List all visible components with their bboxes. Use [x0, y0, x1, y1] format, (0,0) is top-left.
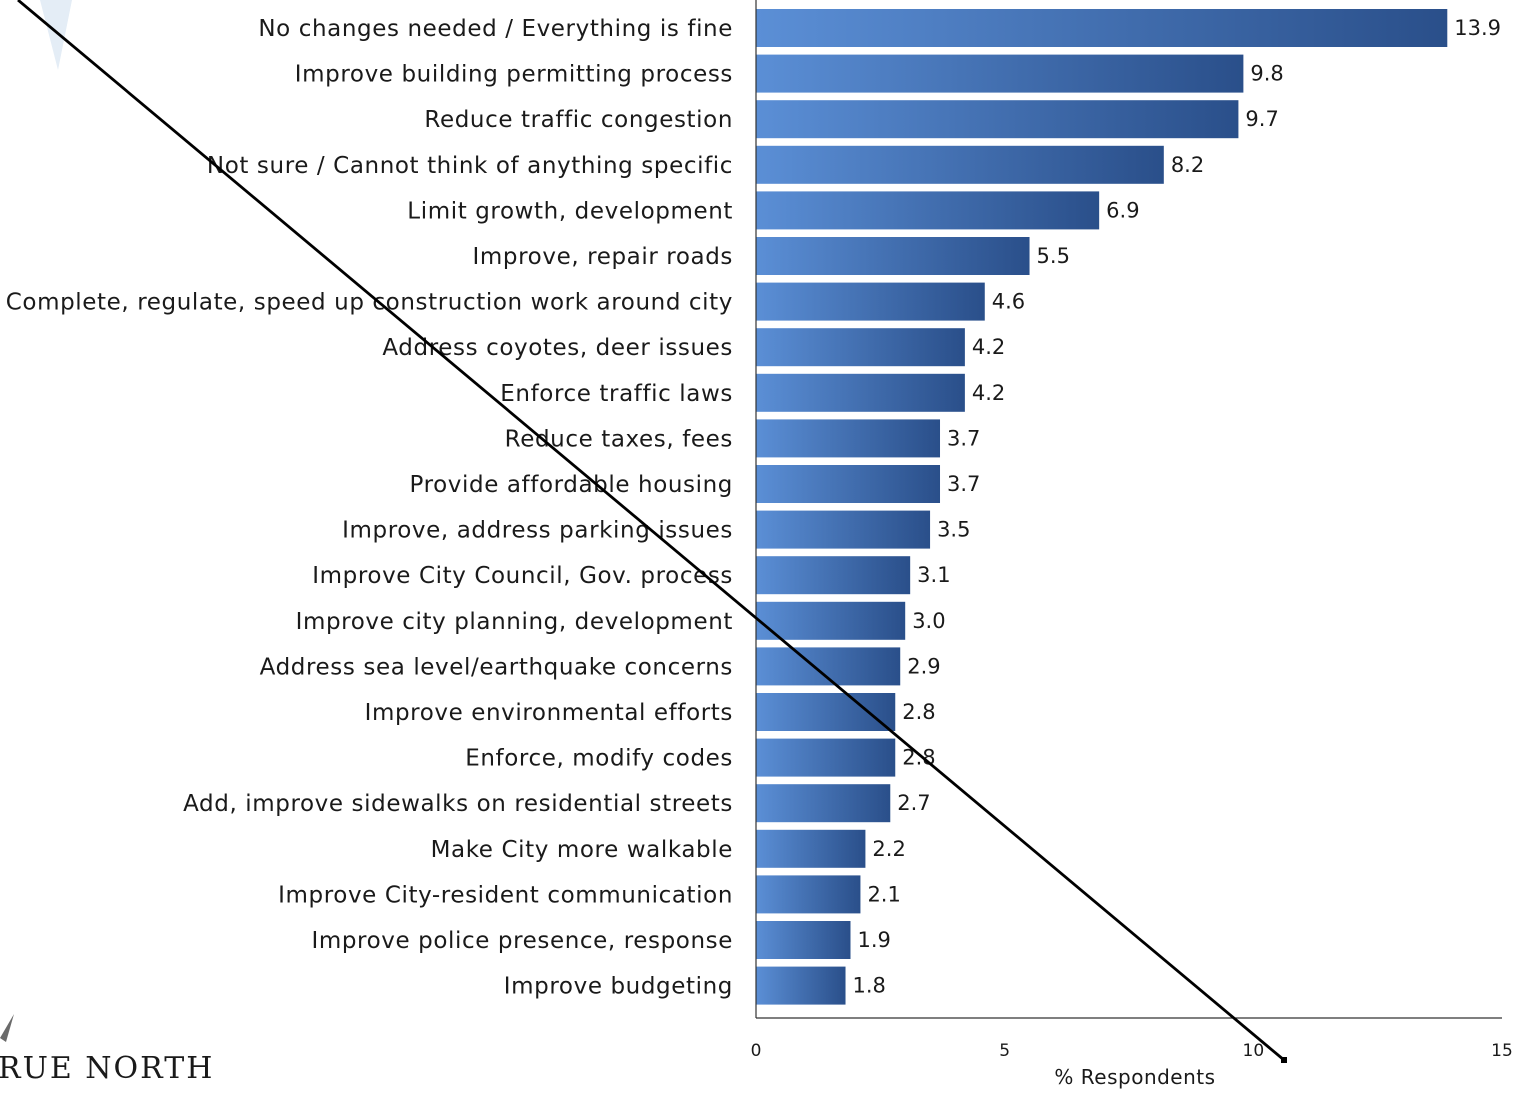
category-label: Provide affordable housing — [410, 472, 733, 498]
category-label: Address sea level/earthquake concerns — [260, 654, 733, 680]
category-label: Reduce traffic congestion — [424, 107, 733, 133]
bar — [756, 875, 861, 914]
category-label: Improve City-resident communication — [278, 882, 733, 908]
value-label: 5.5 — [1037, 244, 1070, 268]
bar — [756, 921, 851, 959]
value-label: 6.9 — [1106, 198, 1139, 222]
x-tick-label: 5 — [999, 1041, 1010, 1061]
watermark-shape — [40, 0, 72, 70]
value-label: 4.6 — [992, 290, 1025, 314]
diagonal-overlay-line — [17, 0, 1285, 1062]
truenorth-logo: RUE NORTH — [0, 1014, 214, 1086]
category-label: Enforce, modify codes — [465, 746, 733, 772]
value-label: 3.0 — [912, 609, 945, 633]
bar — [756, 191, 1100, 230]
logo-mark — [0, 1014, 14, 1042]
bar — [756, 237, 1030, 275]
category-label: Address coyotes, deer issues — [382, 335, 733, 361]
category-label: Limit growth, development — [407, 198, 733, 224]
value-label: 3.5 — [937, 518, 970, 542]
value-labels: 13.9 9.8 9.7 8.2 6.9 5.5 4.6 4.2 4.2 3.7 3.7 3.5 3.1… — [853, 16, 1502, 998]
bar — [756, 693, 896, 731]
bar — [756, 328, 965, 367]
overlay-line-endpoint — [1281, 1057, 1287, 1063]
value-label: 4.2 — [972, 381, 1005, 405]
bar — [756, 282, 985, 321]
x-tick-label: 10 — [1243, 1041, 1265, 1061]
bar — [756, 145, 1164, 184]
value-label: 2.9 — [907, 654, 940, 678]
value-label: 9.7 — [1245, 107, 1278, 131]
value-label: 2.2 — [872, 837, 905, 861]
x-tick-label: 0 — [751, 1041, 762, 1061]
value-label: 2.7 — [897, 791, 930, 815]
bar — [756, 966, 846, 1005]
value-label: 3.7 — [947, 426, 980, 450]
bar — [756, 465, 941, 503]
value-label: 1.9 — [857, 928, 890, 952]
category-label: Improve, address parking issues — [342, 518, 733, 544]
bar — [756, 556, 911, 595]
logo-text: RUE NORTH — [0, 1051, 214, 1086]
category-label: Improve city planning, development — [296, 609, 733, 635]
bar — [756, 419, 941, 458]
category-label: Improve environmental efforts — [365, 700, 733, 726]
value-label: 2.8 — [902, 700, 935, 724]
bar — [756, 601, 906, 640]
x-axis-title: % Respondents — [1054, 1065, 1215, 1089]
category-label: Improve City Council, Gov. process — [312, 563, 733, 589]
bar — [756, 510, 931, 549]
bar — [756, 829, 866, 868]
x-axis-ticks: 0 5 10 15 — [751, 1041, 1513, 1061]
bar — [756, 373, 965, 412]
category-label: Add, improve sidewalks on residential st… — [183, 791, 733, 817]
bar — [756, 9, 1448, 47]
category-label: Improve budgeting — [504, 974, 733, 1000]
value-label: 4.2 — [972, 335, 1005, 359]
category-label: Reduce taxes, fees — [505, 426, 733, 452]
category-label: Improve building permitting process — [295, 62, 733, 88]
bar — [756, 784, 891, 823]
bar — [756, 738, 896, 777]
category-label: No changes needed / Everything is fine — [258, 16, 733, 42]
value-label: 2.8 — [902, 746, 935, 770]
bars-layer — [756, 9, 1448, 1005]
value-label: 2.1 — [867, 882, 900, 906]
value-label: 1.8 — [853, 974, 886, 998]
bar — [756, 54, 1244, 93]
category-label: Improve police presence, response — [311, 928, 733, 954]
value-label: 9.8 — [1250, 62, 1283, 86]
category-labels: No changes needed / Everything is fine Im… — [6, 16, 733, 1000]
x-tick-label: 15 — [1491, 1041, 1513, 1061]
category-label: Make City more walkable — [431, 837, 733, 863]
value-label: 3.7 — [947, 472, 980, 496]
value-label: 13.9 — [1454, 16, 1501, 40]
category-label: Improve, repair roads — [473, 244, 733, 270]
bar — [756, 100, 1239, 139]
value-label: 3.1 — [917, 563, 950, 587]
value-label: 8.2 — [1171, 153, 1204, 177]
category-label: Not sure / Cannot think of anything spec… — [207, 153, 733, 179]
category-label: Enforce traffic laws — [500, 381, 733, 407]
